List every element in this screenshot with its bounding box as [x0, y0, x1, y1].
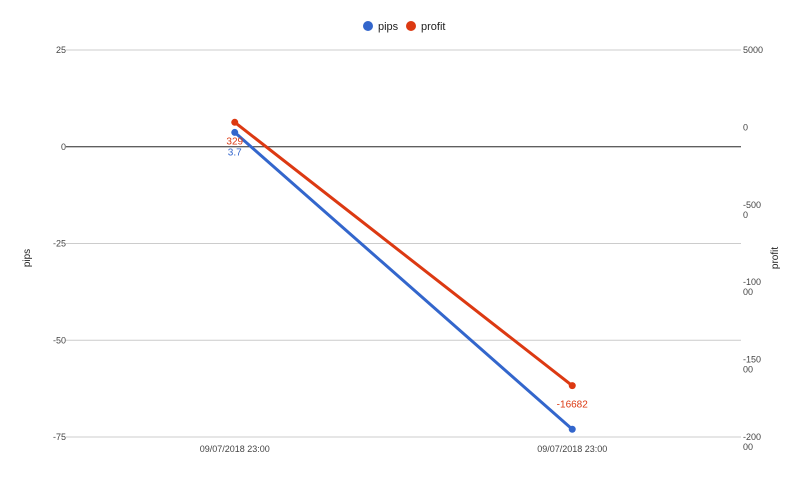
right-tick-label: -150 00	[743, 355, 761, 375]
data-point-pips[interactable]	[568, 425, 576, 433]
legend-label: pips	[378, 21, 399, 33]
legend-swatch	[406, 21, 416, 31]
series-line-profit	[233, 121, 574, 387]
legend-item-profit[interactable]: profit	[406, 21, 445, 33]
left-tick-label: 25	[56, 45, 66, 55]
right-tick-label: -100 00	[743, 277, 761, 297]
right-tick-label: -200 00	[743, 432, 761, 452]
left-axis-title: pips	[22, 249, 33, 267]
data-point-pips[interactable]	[231, 128, 239, 136]
left-tick-label: -75	[53, 432, 66, 442]
legend-swatch	[363, 21, 373, 31]
right-axis-title: profit	[770, 247, 781, 269]
left-tick-label: -50	[53, 335, 66, 345]
data-label-pips: 3.7	[228, 147, 242, 158]
legend-item-pips[interactable]: pips	[363, 21, 399, 33]
right-tick-label: 0	[743, 122, 748, 132]
right-tick-label: 5000	[743, 45, 763, 55]
data-label-profit: 329	[226, 136, 243, 147]
left-tick-label: -25	[53, 239, 66, 249]
data-label-profit: -16682	[557, 400, 589, 411]
right-tick-label: -500 0	[743, 200, 761, 220]
legend[interactable]: pips profit	[363, 21, 445, 33]
right-axis-ticks: 5000 0 -500 0 -100 00 -150 00 -200 00	[743, 45, 763, 452]
x-tick-label: 09/07/2018 23:00	[537, 444, 607, 454]
grid	[66, 49, 741, 438]
left-axis-ticks: 25 0 -25 -50 -75	[53, 45, 66, 442]
left-tick-label: 0	[61, 142, 66, 152]
series-line-pips	[233, 131, 574, 431]
x-axis-ticks: 09/07/2018 23:00 09/07/2018 23:00	[200, 444, 608, 454]
data-point-profit[interactable]	[231, 118, 239, 126]
legend-label: profit	[421, 21, 445, 33]
data-point-profit[interactable]	[568, 382, 576, 390]
x-tick-label: 09/07/2018 23:00	[200, 444, 270, 454]
